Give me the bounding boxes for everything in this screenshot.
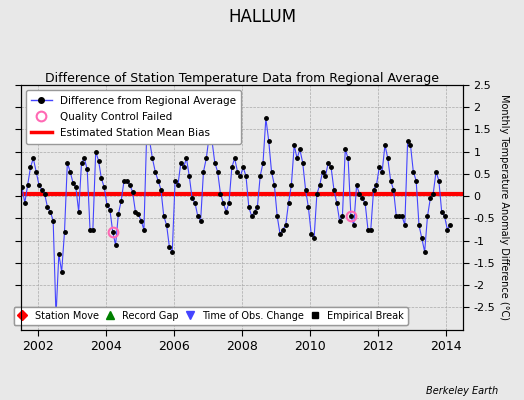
Title: Difference of Station Temperature Data from Regional Average: Difference of Station Temperature Data f… <box>45 72 439 85</box>
Text: HALLUM: HALLUM <box>228 8 296 26</box>
Text: Berkeley Earth: Berkeley Earth <box>425 386 498 396</box>
Legend: Station Move, Record Gap, Time of Obs. Change, Empirical Break: Station Move, Record Gap, Time of Obs. C… <box>14 307 408 325</box>
Y-axis label: Monthly Temperature Anomaly Difference (°C): Monthly Temperature Anomaly Difference (… <box>499 94 509 320</box>
